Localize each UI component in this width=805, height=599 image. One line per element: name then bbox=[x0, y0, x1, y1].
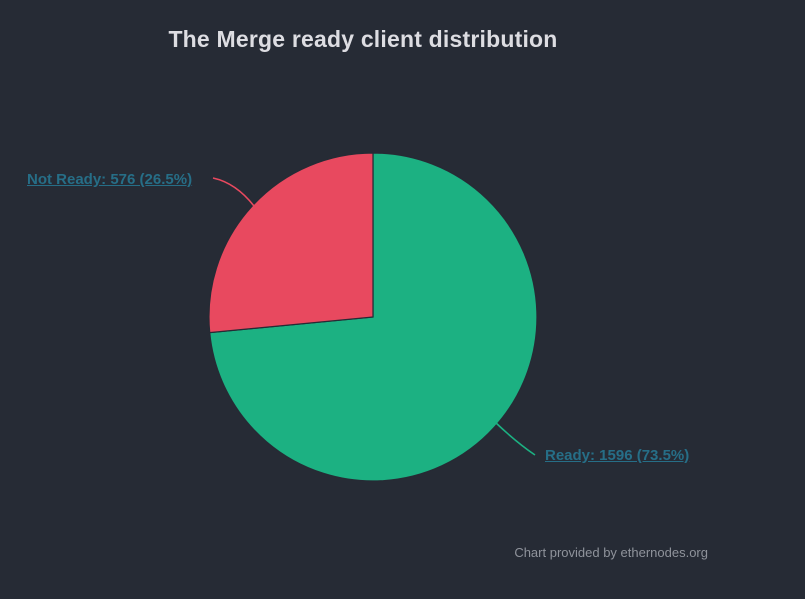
connector-line-ready bbox=[494, 421, 536, 456]
connector-line-not-ready bbox=[212, 177, 255, 207]
chart-title: The Merge ready client distribution bbox=[168, 26, 558, 52]
pie-slice-not-ready[interactable] bbox=[208, 152, 374, 334]
credits-link[interactable]: Chart provided by ethernodes.org bbox=[514, 545, 708, 560]
pie-slices-group bbox=[208, 152, 538, 482]
data-label-not-ready[interactable]: Not Ready: 576 (26.5%) bbox=[27, 171, 193, 188]
data-label-ready[interactable]: Ready: 1596 (73.5%) bbox=[545, 447, 690, 464]
